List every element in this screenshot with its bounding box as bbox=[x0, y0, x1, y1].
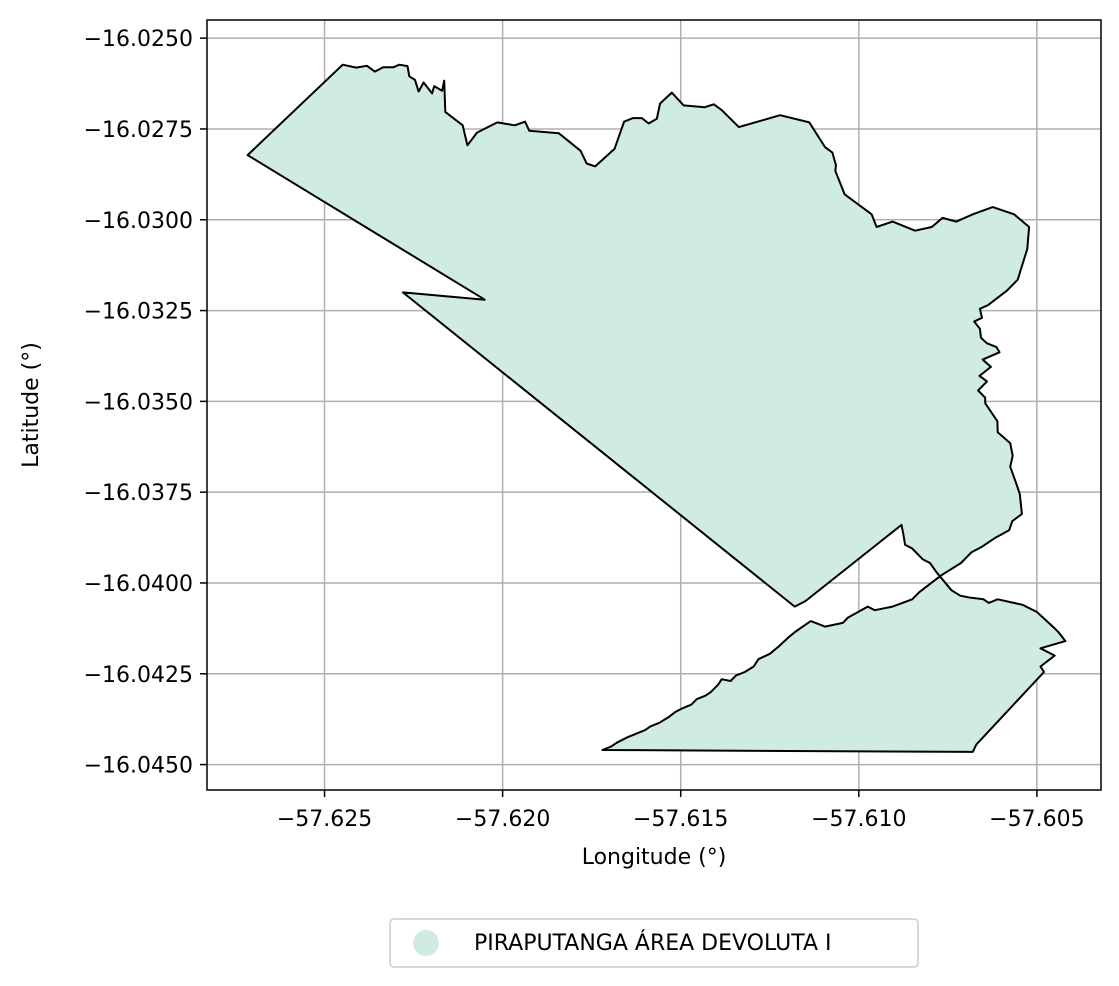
legend-marker-icon bbox=[413, 930, 439, 956]
x-tick-label: −57.605 bbox=[989, 807, 1084, 832]
y-tick-label: −16.0425 bbox=[84, 663, 193, 688]
y-tick-label: −16.0400 bbox=[84, 572, 193, 597]
polygon-layer bbox=[246, 63, 1067, 753]
axes-frame bbox=[206, 19, 1102, 791]
y-tick-label: −16.0450 bbox=[84, 754, 193, 779]
legend-label: PIRAPUTANGA ÁREA DEVOLUTA I bbox=[474, 930, 832, 956]
y-axis-ticks: −16.0250 −16.0275 −16.0300 −16.0325 −16.0350… bbox=[84, 27, 207, 779]
y-tick-label: −16.0375 bbox=[84, 481, 193, 506]
y-tick-label: −16.0300 bbox=[84, 209, 193, 234]
plot-area bbox=[206, 19, 1102, 791]
y-axis-label: Latitude (°) bbox=[19, 342, 44, 468]
x-tick-label: −57.615 bbox=[633, 807, 728, 832]
x-axis-ticks: −57.625 −57.620 −57.615 −57.610 −57.605 bbox=[277, 790, 1085, 832]
legend-box bbox=[389, 918, 919, 968]
y-tick-label: −16.0325 bbox=[84, 300, 193, 325]
x-tick-label: −57.625 bbox=[277, 807, 372, 832]
x-axis-label: Longitude (°) bbox=[582, 845, 727, 870]
y-tick-label: −16.0275 bbox=[84, 118, 193, 143]
x-tick-label: −57.610 bbox=[811, 807, 906, 832]
region-polygon bbox=[246, 63, 1067, 753]
legend: PIRAPUTANGA ÁREA DEVOLUTA I bbox=[389, 918, 919, 968]
y-tick-label: −16.0350 bbox=[84, 390, 193, 415]
x-tick-label: −57.620 bbox=[455, 807, 550, 832]
y-tick-label: −16.0250 bbox=[84, 27, 193, 52]
